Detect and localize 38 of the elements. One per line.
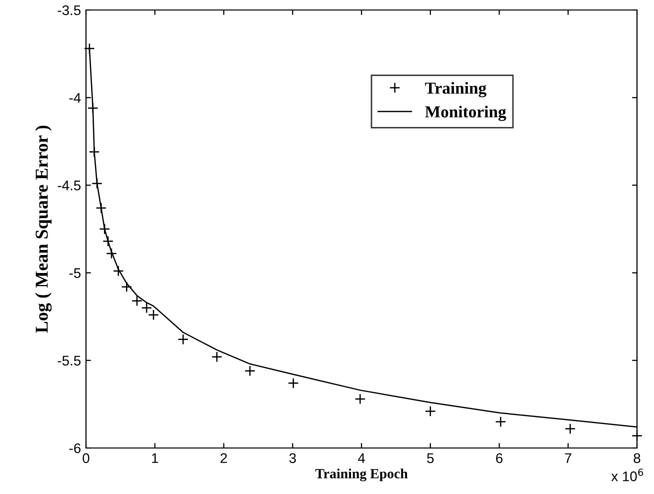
point [112,266,124,277]
x-tick-label: 7 [564,453,572,463]
point [564,423,576,434]
x-tick-label: 4 [358,453,365,463]
y-tick-label: -5.5 [58,356,81,366]
point [96,202,107,214]
point [102,236,114,247]
point [354,393,366,404]
point [131,295,142,306]
y-tick-label: -5 [69,268,81,278]
point [141,302,152,314]
y-tick-label: -3.5 [58,5,81,16]
point [211,351,222,362]
point [424,406,436,417]
x-tick-label: 1 [152,453,158,463]
point [99,224,110,234]
y-tick-label: -4.5 [58,180,81,190]
point [288,378,299,389]
x-tick-label: 8 [634,453,640,464]
x-tick-label: 0 [82,453,90,464]
point [495,416,506,428]
legend-label: Training [425,82,486,98]
x-tick-label: 3 [289,453,296,464]
point [88,146,100,158]
text: x 10$^{6}$ [611,468,644,482]
x-tick-label: 5 [427,453,434,464]
y-axis-title: Log ( Mean Square Error ) [35,126,52,333]
x-tick-label: 6 [496,453,502,464]
y-tick-label: -6 [69,443,81,454]
point [106,248,117,260]
legend-label: Monitoring [425,106,506,121]
point [121,281,132,292]
point [148,309,159,320]
point [178,334,189,345]
x-axis-title: Training Epoch [315,468,408,482]
x-tick-label: 2 [220,453,227,463]
y-tick-label: -4 [69,93,81,103]
point [244,365,256,376]
